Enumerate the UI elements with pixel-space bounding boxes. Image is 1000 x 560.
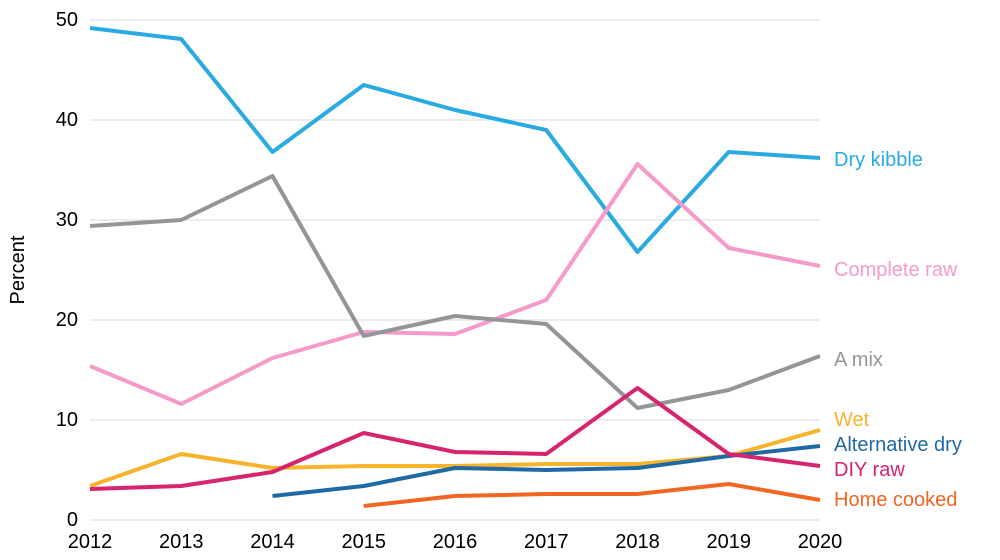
x-tick-label: 2020 [798, 531, 843, 553]
chart-svg: 0 10 20 30 40 50 2012 2013 2014 2015 2016 2017 2018 2… [0, 0, 1000, 560]
series-label-dry-kibble: Dry kibble [834, 149, 923, 171]
x-tick-label: 2013 [159, 531, 204, 553]
x-tick-label: 2019 [707, 531, 752, 553]
x-tick-label: 2016 [433, 531, 478, 553]
y-tick-label: 0 [67, 509, 78, 531]
y-tick-label: 40 [56, 109, 78, 131]
y-axis-label: Percent [7, 235, 29, 304]
series-label-home-cooked: Home cooked [834, 489, 957, 511]
series-label-alternative-dry: Alternative dry [834, 434, 962, 456]
series-label-complete-raw: Complete raw [834, 259, 958, 281]
x-tick-label: 2017 [524, 531, 569, 553]
x-tick-label: 2012 [68, 531, 113, 553]
x-tick-label: 2015 [342, 531, 387, 553]
y-tick-label: 20 [56, 309, 78, 331]
x-tick-label: 2018 [615, 531, 660, 553]
line-chart: 0 10 20 30 40 50 2012 2013 2014 2015 2016 2017 2018 2… [0, 0, 1000, 560]
series-label-wet: Wet [834, 409, 870, 431]
y-tick-label: 30 [56, 209, 78, 231]
y-tick-label: 10 [56, 409, 78, 431]
y-tick-label: 50 [56, 9, 78, 31]
series-label-diy-raw: DIY raw [834, 459, 905, 481]
series-label-a-mix: A mix [834, 349, 883, 371]
x-tick-label: 2014 [250, 531, 295, 553]
